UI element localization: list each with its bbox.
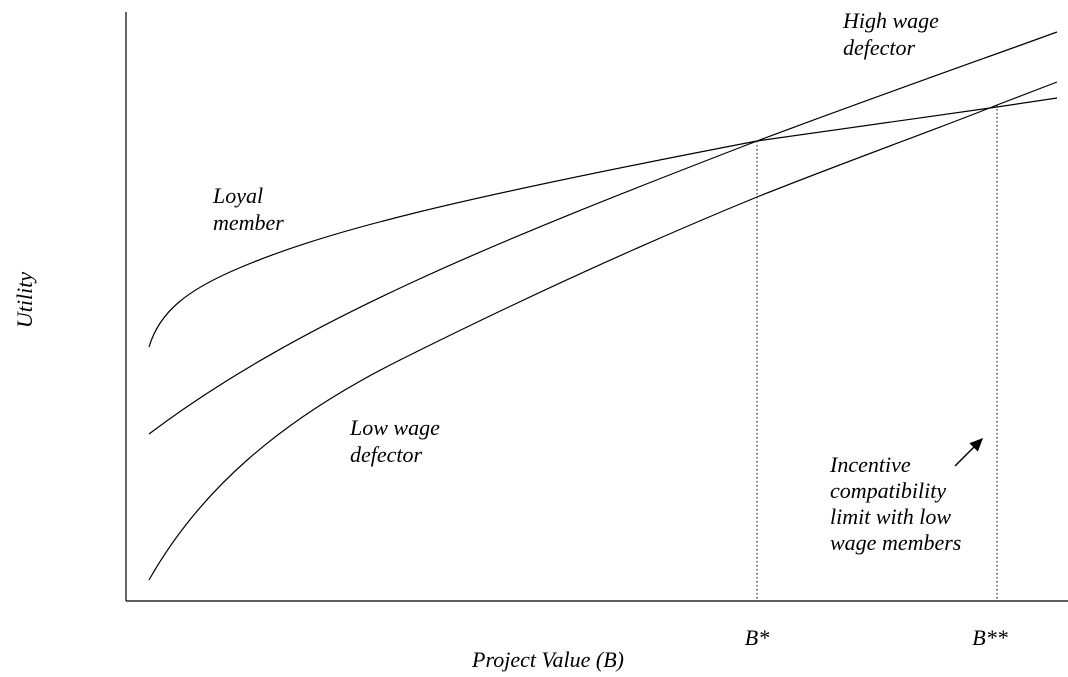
curve-label: Loyal — [212, 183, 263, 208]
curve-label: member — [213, 210, 284, 235]
annotation-arrow — [954, 437, 984, 467]
x-axis-label: Project Value (B) — [471, 647, 624, 672]
low-wage-curve — [148, 81, 1058, 581]
loyal-curve — [148, 97, 1058, 348]
curve-label: defector — [350, 442, 423, 467]
annotation: limit with low — [830, 504, 951, 529]
marker-label: B** — [972, 625, 1007, 650]
annotation: compatibility — [830, 478, 946, 503]
annotation: Incentive — [829, 452, 911, 477]
curve-label: defector — [843, 35, 916, 60]
curve-label: High wage — [842, 8, 939, 33]
high-wage-curve — [148, 31, 1058, 435]
curve-label: Low wage — [349, 415, 440, 440]
marker-label: B* — [745, 625, 769, 650]
y-axis-label: Utility — [12, 272, 37, 328]
annotation: wage members — [830, 530, 961, 555]
